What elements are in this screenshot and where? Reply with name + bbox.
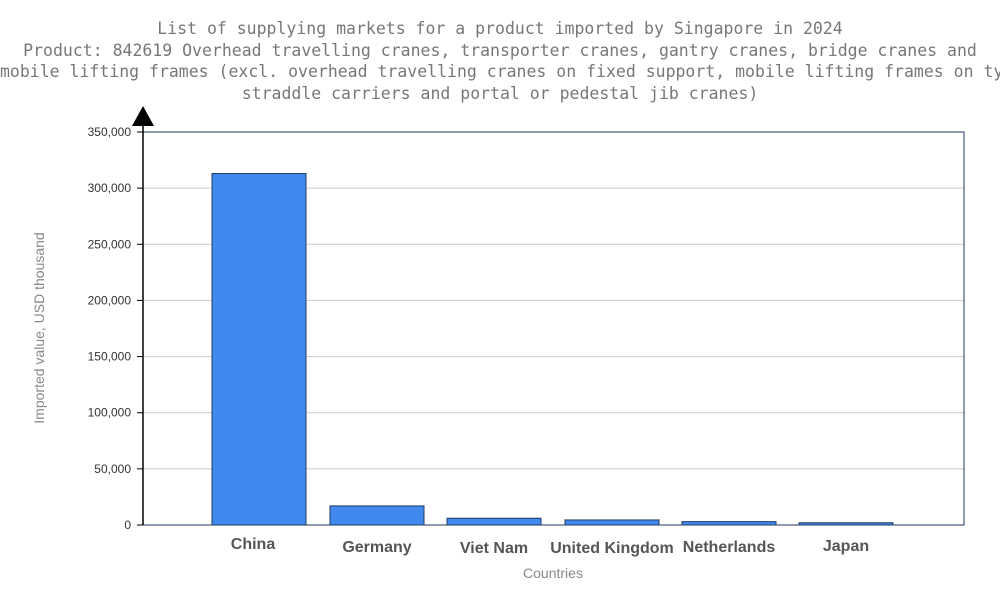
y-tick-label: 100,000 xyxy=(88,406,132,420)
x-axis-labels: China Germany Viet Nam United Kingdom Nether… xyxy=(231,536,869,557)
chart-subtitle-line-3: straddle carriers and portal or pedestal… xyxy=(241,83,759,103)
y-tick-label: 350,000 xyxy=(88,125,132,139)
y-tick-label: 150,000 xyxy=(88,350,132,364)
chart-subtitle-line-2: mobile lifting frames (excl. overhead tr… xyxy=(0,62,1000,81)
bar-netherlands xyxy=(681,521,777,526)
x-category-label: United Kingdom xyxy=(550,540,674,557)
x-category-label: Netherlands xyxy=(683,539,776,556)
chart-title: List of supplying markets for a product … xyxy=(157,19,843,38)
y-tick-label: 200,000 xyxy=(88,293,132,307)
y-tick-label: 300,000 xyxy=(88,181,132,195)
bar-united-kingdom xyxy=(564,519,660,526)
y-axis-ticks: 0 50,000 100,000 150,000 200,000 250,000 300,0… xyxy=(88,125,143,532)
x-category-label: China xyxy=(231,536,276,553)
bar-japan xyxy=(798,522,894,526)
y-tick-label: 0 xyxy=(124,518,131,532)
x-category-label: Viet Nam xyxy=(460,540,528,557)
bar-germany xyxy=(329,505,425,526)
chart-subtitle-line-1: Product: 842619 Overhead travelling cran… xyxy=(23,40,977,60)
chart-title-block: List of supplying markets for a product … xyxy=(0,18,1000,104)
x-category-label: Japan xyxy=(823,538,869,555)
bar-china xyxy=(211,173,307,526)
y-axis-arrow-icon xyxy=(132,106,154,126)
x-category-label: Germany xyxy=(342,539,411,556)
y-tick-label: 250,000 xyxy=(88,237,132,251)
bars xyxy=(211,173,894,526)
y-tick-label: 50,000 xyxy=(94,462,131,476)
bar-viet-nam xyxy=(446,517,542,526)
y-axis-title: Imported value, USD thousand xyxy=(31,232,47,423)
x-axis-title: Countries xyxy=(523,565,583,581)
